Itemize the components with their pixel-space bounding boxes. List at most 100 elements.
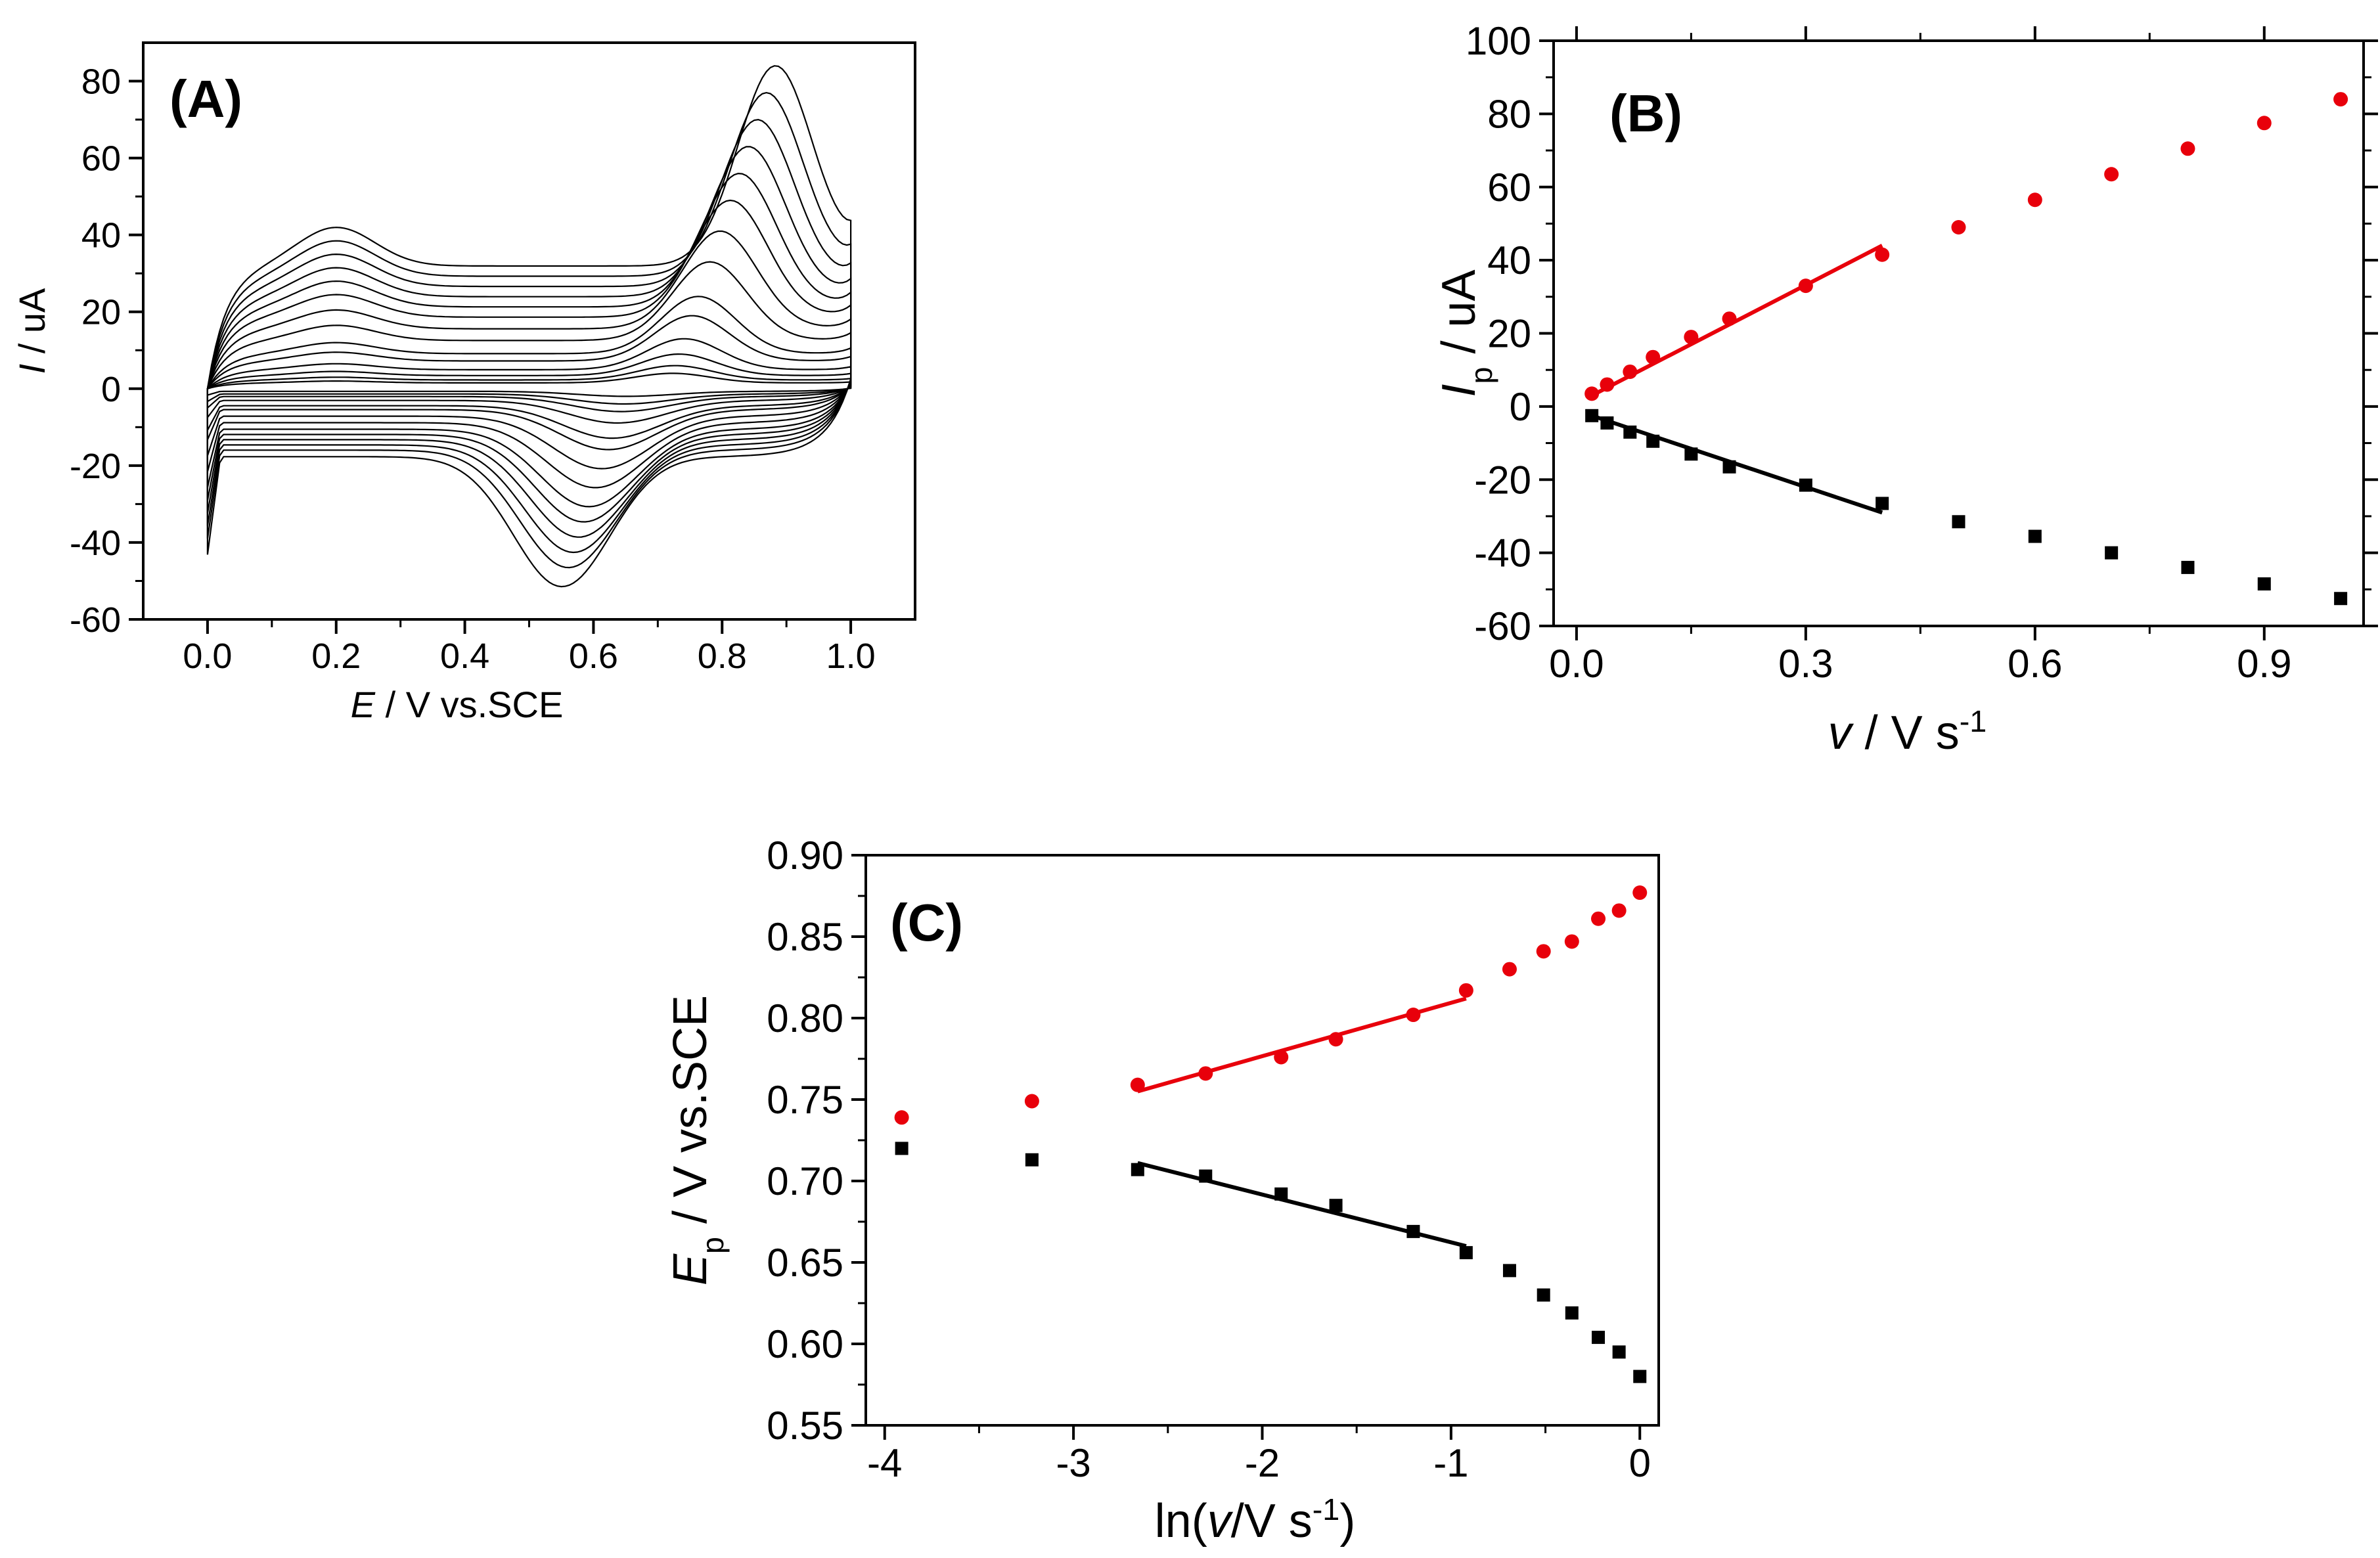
cathodic-data-point: [1025, 1153, 1039, 1167]
anodic-data-point: [1722, 311, 1737, 326]
y-tick-label: -40: [70, 523, 121, 563]
anodic-data-point: [1684, 330, 1699, 345]
cathodic-data-point: [1799, 478, 1812, 492]
cathodic-data-point: [1875, 497, 1889, 510]
x-tick-label: 0.9: [2237, 642, 2291, 686]
anodic-data-point: [2180, 141, 2195, 156]
x-tick-label: 0: [1629, 1441, 1651, 1485]
anodic-fit-line: [1590, 244, 1883, 397]
cathodic-data-point: [1646, 434, 1660, 448]
cathodic-data-point: [1131, 1163, 1144, 1176]
anodic-data-point: [1198, 1066, 1213, 1081]
panel-label: (A): [169, 70, 242, 128]
y-tick-label: 0.65: [767, 1241, 843, 1285]
anodic-data-point: [1591, 911, 1606, 926]
cathodic-data-point: [2334, 592, 2348, 606]
y-axis-label: Ip / uA: [1433, 269, 1498, 397]
x-tick-label: 0.6: [2008, 642, 2062, 686]
y-tick-label: 0.70: [767, 1159, 843, 1203]
anodic-data-point: [2104, 167, 2119, 182]
anodic-data-point: [1951, 220, 1966, 235]
panel-label: (B): [1609, 84, 1682, 143]
x-tick-label: 0.4: [440, 636, 489, 676]
cathodic-data-point: [1684, 447, 1698, 461]
cathodic-data-point: [1952, 515, 1965, 529]
cv-curve: [206, 65, 852, 588]
y-tick-label: 100: [1466, 19, 1531, 63]
anodic-data-point: [1798, 278, 1813, 294]
panel-c-peak-potential-vs-ln-scan-rate: -4 -3 -2 -1 0 0.55 0.60 0.65 0.70 0.75 0.80 0.85 0.9…: [664, 834, 1660, 1547]
cathodic-data-point: [895, 1142, 909, 1155]
anodic-data-point: [2333, 92, 2348, 107]
cathodic-data-point: [1722, 460, 1736, 474]
cathodic-data-point: [1600, 416, 1614, 430]
cathodic-data-point: [1612, 1345, 1626, 1359]
y-tick-label: 60: [81, 139, 121, 179]
y-tick-label: 80: [1487, 92, 1531, 136]
x-tick-label: -3: [1056, 1441, 1090, 1485]
cathodic-data-point: [2181, 560, 2195, 574]
cathodic-data-point: [1406, 1224, 1420, 1238]
anodic-data-point: [1611, 903, 1627, 918]
y-tick-label: -60: [1474, 604, 1531, 648]
anodic-data-point: [1458, 983, 1473, 998]
y-tick-label: -20: [70, 447, 121, 486]
anodic-data-point: [1632, 885, 1648, 901]
y-axis-label: I / uA: [11, 288, 53, 374]
anodic-data-point: [1130, 1077, 1145, 1092]
x-tick-label: 0.3: [1778, 642, 1833, 686]
cathodic-data-point: [2105, 546, 2119, 560]
cathodic-data-point: [1199, 1169, 1213, 1183]
y-tick-label: 20: [1487, 312, 1531, 356]
x-tick-label: 0.2: [311, 636, 361, 676]
y-tick-label: 0.55: [767, 1404, 843, 1448]
x-tick-label: 0.0: [1549, 642, 1604, 686]
y-axis-label: Ep / V vs.SCE: [664, 995, 730, 1285]
cathodic-data-point: [1623, 425, 1637, 439]
x-axis-label: ln(v/V s-1): [1155, 1492, 1356, 1547]
x-tick-label: -1: [1433, 1441, 1468, 1485]
y-tick-label: 0: [101, 370, 121, 409]
y-tick-label: 0.80: [767, 996, 843, 1040]
cathodic-data-point: [2257, 577, 2271, 590]
panel-a-cyclic-voltammograms: 0.0 0.2 0.4 0.6 0.8 1.0 -60 -40 -20 0 20 40 60 80 (A) E…: [11, 41, 916, 725]
cathodic-data-point: [1565, 1306, 1579, 1320]
anodic-data-point: [1328, 1032, 1343, 1047]
x-axis-label: E / V vs.SCE: [351, 684, 564, 725]
x-axis-label: v / V s-1: [1828, 704, 1987, 759]
y-tick-label: 0.85: [767, 915, 843, 959]
panel-b-peak-current-vs-scan-rate: 0.0 0.3 0.6 0.9 -60 -40 -20 0 20 40 60 80 100 (B) v / …: [1433, 19, 2378, 759]
y-tick-label: 60: [1487, 166, 1531, 210]
anodic-data-point: [1600, 377, 1615, 392]
x-tick-label: 0.6: [569, 636, 618, 676]
y-tick-label: -60: [70, 600, 121, 640]
panel-label: (C): [890, 893, 963, 952]
y-tick-label: -20: [1474, 458, 1531, 502]
anodic-data-point: [894, 1110, 909, 1125]
x-tick-label: 0.0: [183, 636, 232, 676]
cathodic-data-point: [1274, 1187, 1288, 1201]
anodic-data-point: [1584, 386, 1600, 401]
anodic-data-point: [1406, 1008, 1421, 1023]
y-tick-label: 80: [81, 62, 121, 102]
cathodic-data-point: [2028, 529, 2042, 543]
anodic-data-point: [1875, 247, 1890, 262]
anodic-data-point: [2257, 116, 2272, 131]
y-tick-label: 0.75: [767, 1078, 843, 1122]
cathodic-data-point: [1329, 1199, 1343, 1213]
anodic-data-point: [1536, 944, 1551, 959]
y-tick-label: 0: [1510, 385, 1531, 429]
anodic-data-point: [1646, 349, 1661, 365]
cathodic-fit-line: [1591, 413, 1883, 515]
anodic-data-point: [1623, 364, 1638, 379]
x-tick-label: 1.0: [826, 636, 876, 676]
anodic-data-point: [1274, 1050, 1289, 1065]
x-tick-label: -4: [867, 1441, 902, 1485]
cathodic-data-point: [1502, 1264, 1516, 1278]
anodic-data-point: [1024, 1094, 1039, 1109]
y-tick-label: -40: [1474, 531, 1531, 575]
y-tick-label: 20: [81, 293, 121, 332]
y-tick-label: 40: [1487, 238, 1531, 282]
